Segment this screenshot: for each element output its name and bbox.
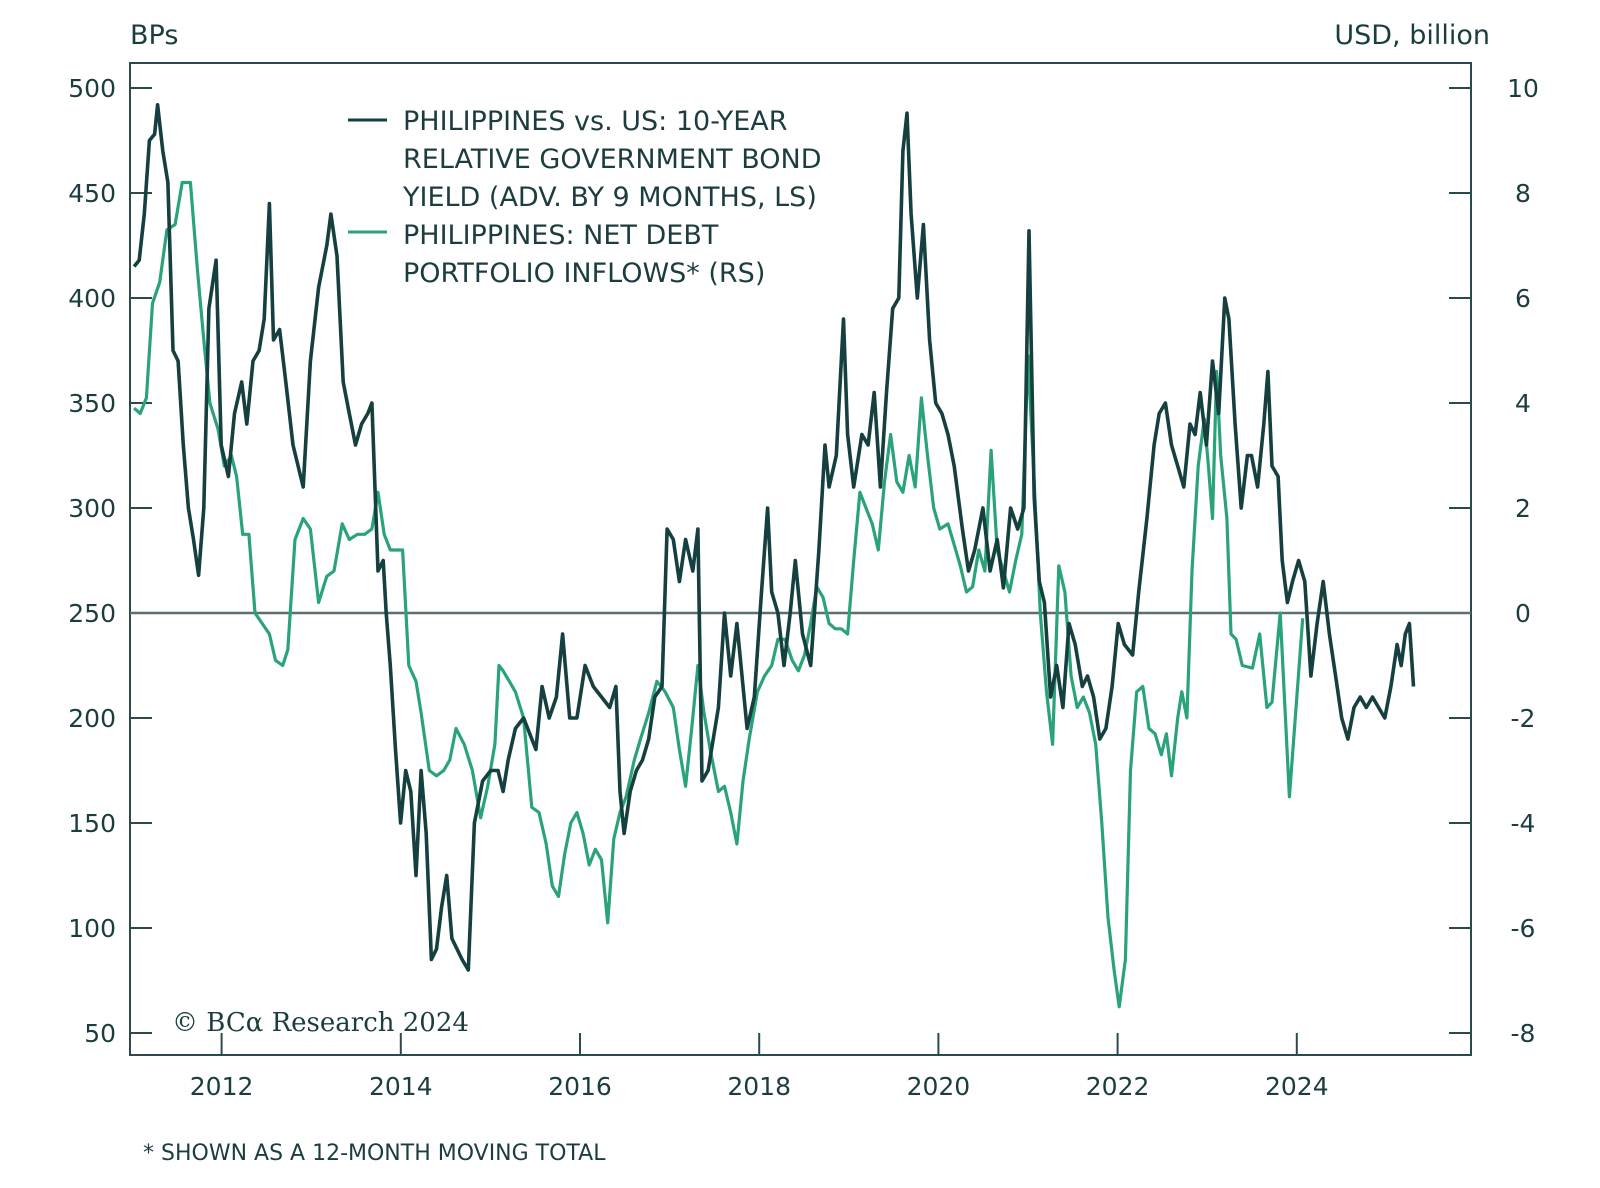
right-tick-label: 4 — [1515, 389, 1531, 418]
x-tick-label: 2022 — [1086, 1072, 1150, 1101]
left-tick-label: 250 — [68, 599, 116, 628]
left-tick-label: 200 — [68, 704, 116, 733]
right-tick-label: 0 — [1515, 599, 1531, 628]
x-axis: 2012 2014 2016 2018 2020 2022 2024 — [190, 1033, 1329, 1101]
right-tick-label: -2 — [1511, 704, 1536, 733]
series-line-net-debt-inflows — [133, 180, 1305, 1009]
series-line-bond-spread — [132, 103, 1416, 972]
right-tick-label: -8 — [1511, 1019, 1536, 1048]
left-tick-label: 400 — [68, 284, 116, 313]
right-tick-label: -6 — [1511, 914, 1536, 943]
left-axis-unit-label: BPs — [130, 20, 178, 51]
legend: PHILIPPINES vs. US: 10-YEAR RELATIVE GOV… — [348, 106, 822, 289]
x-tick-label: 2024 — [1265, 1072, 1329, 1101]
right-tick-label: -4 — [1511, 809, 1536, 838]
x-tick-label: 2014 — [369, 1072, 433, 1101]
left-tick-label: 350 — [68, 389, 116, 418]
legend-label-inflows-line-1: PHILIPPINES: NET DEBT — [403, 220, 719, 251]
copyright-watermark: © BCα Research 2024 — [172, 1008, 469, 1038]
series-layer — [132, 103, 1416, 1009]
left-tick-label: 100 — [68, 914, 116, 943]
right-tick-label: 10 — [1507, 74, 1539, 103]
legend-label-bond-line-3: YIELD (ADV. BY 9 MONTHS, LS) — [402, 182, 817, 213]
right-tick-label: 8 — [1515, 179, 1531, 208]
right-tick-label: 2 — [1515, 494, 1531, 523]
right-axis-unit-label: USD, billion — [1334, 20, 1490, 51]
legend-label-bond-line-1: PHILIPPINES vs. US: 10-YEAR — [403, 106, 788, 137]
x-tick-label: 2012 — [190, 1072, 254, 1101]
legend-label-bond-line-2: RELATIVE GOVERNMENT BOND — [403, 144, 822, 175]
legend-label-inflows-line-2: PORTFOLIO INFLOWS* (RS) — [403, 258, 765, 289]
left-tick-label: 300 — [68, 494, 116, 523]
x-tick-label: 2016 — [548, 1072, 612, 1101]
plot-frame — [129, 62, 1472, 1056]
right-axis: 10 8 6 4 2 0 -2 -4 -6 -8 — [1449, 74, 1539, 1048]
footnote: * SHOWN AS A 12-MONTH MOVING TOTAL — [143, 1141, 606, 1166]
left-tick-label: 500 — [68, 74, 116, 103]
left-tick-label: 150 — [68, 809, 116, 838]
left-axis: 500 450 400 350 300 250 200 150 100 50 — [68, 74, 152, 1048]
x-tick-label: 2018 — [727, 1072, 791, 1101]
right-tick-label: 6 — [1515, 284, 1531, 313]
left-tick-label: 450 — [68, 179, 116, 208]
left-tick-label: 50 — [84, 1019, 116, 1048]
x-tick-label: 2020 — [907, 1072, 971, 1101]
